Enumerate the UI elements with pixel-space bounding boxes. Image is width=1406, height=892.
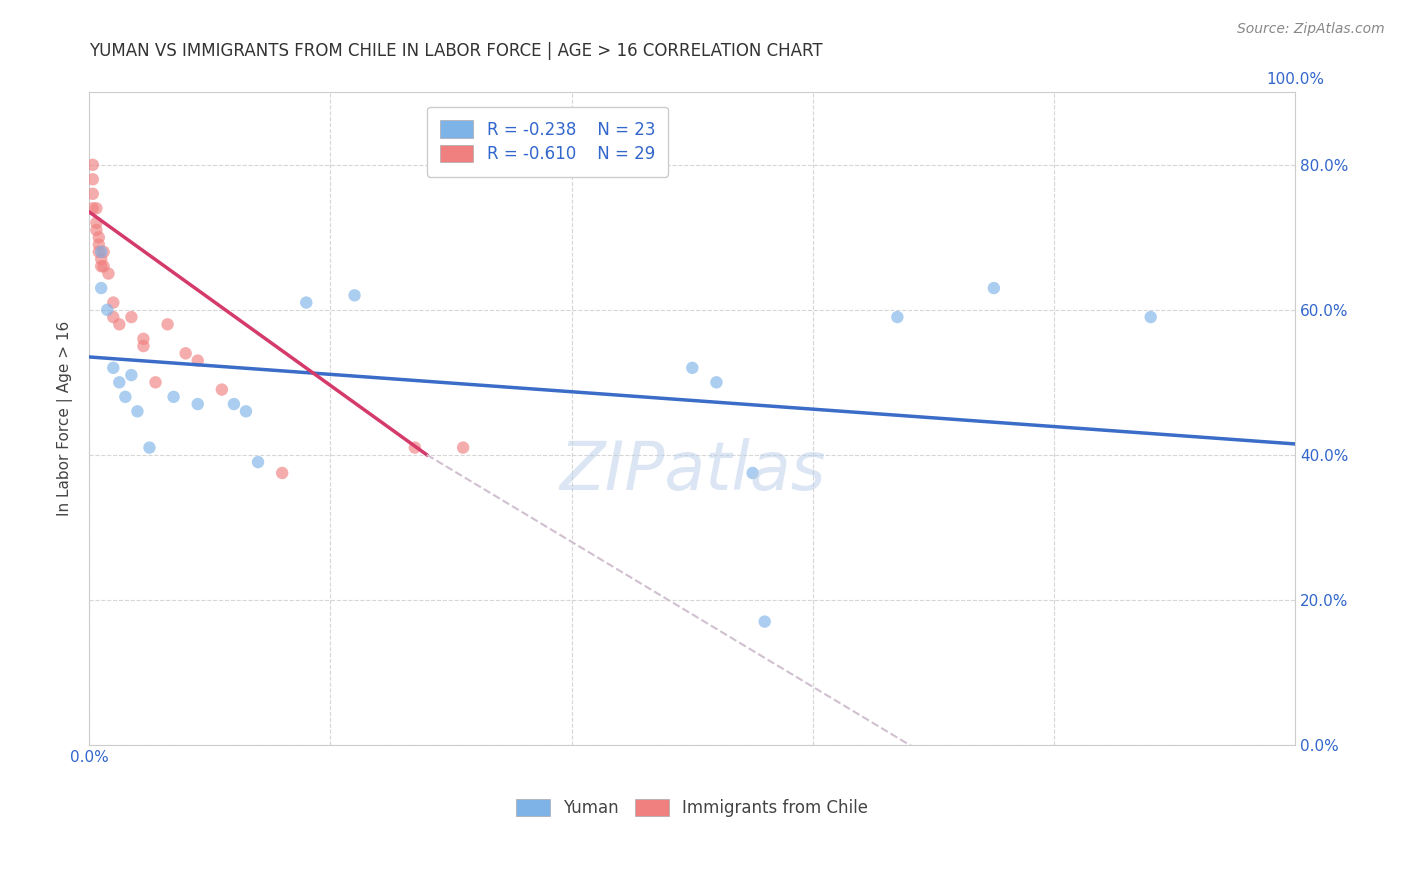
Point <box>86 202 108 216</box>
Point <box>741 466 763 480</box>
Point <box>97 267 120 281</box>
Text: Source: ZipAtlas.com: Source: ZipAtlas.com <box>1237 22 1385 37</box>
Point <box>90 252 112 266</box>
Point <box>82 186 104 201</box>
Point <box>114 390 136 404</box>
Point <box>103 295 125 310</box>
Point <box>754 615 776 629</box>
Point <box>156 318 179 332</box>
Point <box>681 360 703 375</box>
Point <box>90 281 112 295</box>
Y-axis label: In Labor Force | Age > 16: In Labor Force | Age > 16 <box>58 321 73 516</box>
Point <box>108 318 131 332</box>
Point <box>93 260 115 274</box>
Point <box>145 376 167 390</box>
Point <box>404 441 426 455</box>
Point <box>138 441 160 455</box>
Point <box>82 202 104 216</box>
Point <box>983 281 1005 295</box>
Point <box>451 441 474 455</box>
Point <box>174 346 197 360</box>
Point <box>886 310 908 324</box>
Point <box>96 302 118 317</box>
Point <box>132 339 155 353</box>
Point <box>82 158 104 172</box>
Point <box>90 244 112 259</box>
Text: ZIPatlas: ZIPatlas <box>560 438 825 504</box>
Point <box>235 404 257 418</box>
Point <box>87 244 110 259</box>
Point <box>120 310 142 324</box>
Point <box>93 244 115 259</box>
Point <box>82 172 104 186</box>
Point <box>103 310 125 324</box>
Point <box>706 376 728 390</box>
Point <box>86 223 108 237</box>
Point <box>162 390 184 404</box>
Point <box>1139 310 1161 324</box>
Point <box>187 397 209 411</box>
Point <box>103 360 125 375</box>
Point <box>87 230 110 244</box>
Point <box>90 260 112 274</box>
Point <box>247 455 270 469</box>
Point <box>343 288 366 302</box>
Point <box>211 383 233 397</box>
Point <box>120 368 142 382</box>
Text: YUMAN VS IMMIGRANTS FROM CHILE IN LABOR FORCE | AGE > 16 CORRELATION CHART: YUMAN VS IMMIGRANTS FROM CHILE IN LABOR … <box>89 42 823 60</box>
Point <box>271 466 294 480</box>
Point <box>108 376 131 390</box>
Point <box>222 397 245 411</box>
Point <box>132 332 155 346</box>
Point <box>295 295 318 310</box>
Point <box>87 237 110 252</box>
Point <box>187 353 209 368</box>
Point <box>127 404 149 418</box>
Point <box>86 216 108 230</box>
Legend: Yuman, Immigrants from Chile: Yuman, Immigrants from Chile <box>503 786 882 830</box>
